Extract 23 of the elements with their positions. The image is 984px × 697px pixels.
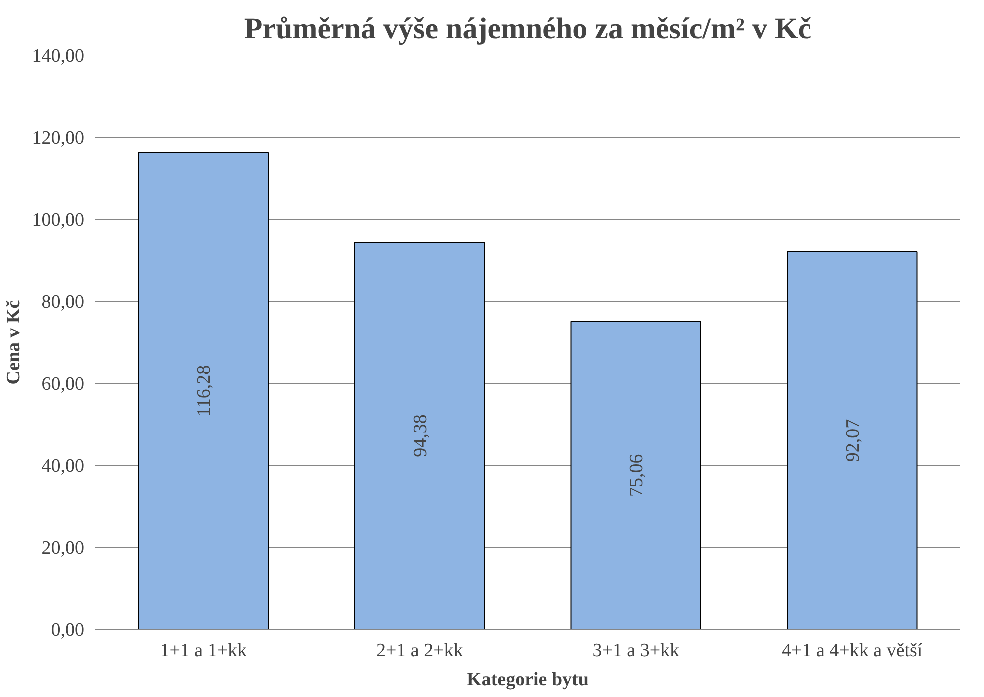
y-tick-label: 40,00 [42, 456, 84, 477]
x-tick-label: 1+1 a 1+kk [160, 640, 248, 662]
x-tick-label: 3+1 a 3+kk [592, 640, 680, 662]
data-label: 92,07 [842, 419, 864, 462]
y-tick-label: 80,00 [42, 292, 84, 313]
y-tick-label: 0,00 [51, 620, 84, 641]
bar [354, 242, 486, 630]
bar [787, 252, 918, 630]
x-tick-label: 4+1 a 4+kk a větší [782, 640, 924, 662]
y-tick-label: 60,00 [42, 374, 84, 395]
y-tick-label: 140,00 [32, 46, 84, 67]
y-tick-label: 20,00 [42, 538, 84, 559]
data-label: 75,06 [626, 454, 648, 497]
y-tick-label: 100,00 [32, 210, 84, 231]
y-tick-label: 120,00 [32, 128, 84, 149]
bar [138, 152, 269, 630]
data-label: 94,38 [410, 414, 432, 458]
bar [570, 321, 702, 630]
data-label: 116,28 [194, 365, 216, 417]
x-tick-label: 2+1 a 2+kk [376, 640, 464, 662]
y-axis-title: Cena v Kč [3, 300, 24, 385]
chart-title: Průměrná výše nájemného za měsíc/m² v Kč [244, 12, 812, 46]
x-axis-title: Kategorie bytu [467, 670, 590, 690]
